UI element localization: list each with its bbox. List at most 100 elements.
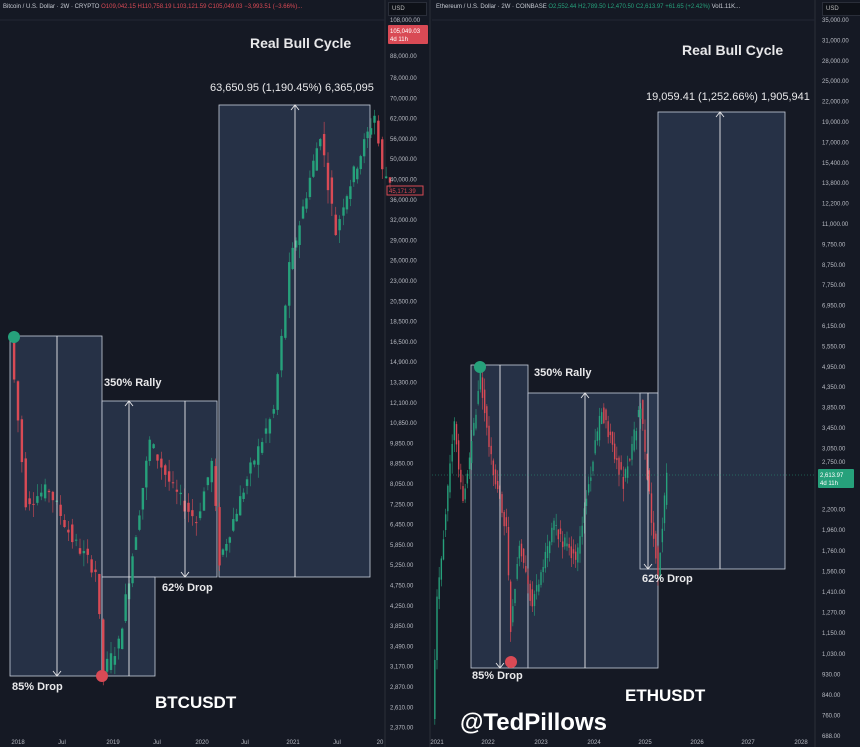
btc-candle — [113, 656, 117, 665]
eth-candle — [624, 469, 627, 478]
btc-close: C105,049.03 — [208, 4, 243, 10]
eth-candle — [609, 431, 612, 436]
eth-candle — [633, 429, 635, 451]
btc-currency-button[interactable]: USD — [388, 2, 427, 16]
btc-candle — [120, 628, 124, 650]
eth-candle — [457, 440, 460, 470]
btc-candle — [12, 340, 16, 380]
eth-candle — [570, 546, 573, 559]
eth-candle — [622, 476, 625, 489]
eth-candle — [520, 543, 523, 557]
btc-candle — [235, 513, 238, 522]
eth-candle — [661, 528, 664, 543]
btc-candle — [228, 537, 232, 543]
eth-change: +61.65 (+2.42%) — [665, 4, 710, 10]
eth-candle — [488, 425, 490, 447]
btc-pivot-dot — [8, 331, 20, 343]
btc-y-tick: 32,000.00 — [390, 218, 417, 224]
btc-x-tick: Jul — [333, 740, 341, 746]
btc-measure-box — [218, 104, 371, 578]
eth-candle — [533, 594, 536, 607]
btc-candle — [90, 559, 93, 573]
btc-candle — [32, 503, 35, 505]
eth-candle — [512, 606, 514, 623]
eth-y-tick: 1,410.00 — [822, 590, 846, 596]
btc-header: Bitcoin / U.S. Dollar · 2W · CRYPTO O109… — [3, 4, 302, 10]
eth-drop2-label: 62% Drop — [642, 573, 693, 585]
btc-symbol-label: BTCUSDT — [155, 693, 237, 712]
eth-y-tick: 5,550.00 — [822, 344, 846, 350]
eth-candle — [460, 469, 462, 483]
eth-y-tick: 840.00 — [822, 693, 841, 699]
btc-y-tick: 26,000.00 — [390, 259, 417, 265]
eth-chart-title: Real Bull Cycle — [682, 42, 783, 58]
btc-arrow-head-icon — [180, 571, 190, 578]
btc-candle — [131, 556, 134, 584]
btc-measure-box — [101, 400, 218, 578]
btc-y-tick: 10,850.00 — [390, 421, 417, 427]
eth-x-tick: 2023 — [534, 740, 548, 746]
btc-last-price-badge — [388, 25, 428, 44]
btc-candle — [78, 548, 82, 554]
btc-candle — [28, 498, 31, 505]
eth-y-tick: 2,750.00 — [822, 460, 846, 466]
btc-candle — [36, 496, 39, 503]
eth-candle — [585, 498, 588, 506]
eth-candle — [529, 583, 531, 601]
btc-candle — [141, 487, 145, 510]
eth-currency-button[interactable]: USD — [822, 2, 860, 16]
btc-candle — [322, 134, 326, 156]
btc-candle — [191, 510, 194, 517]
btc-drop2-label: 62% Drop — [162, 582, 213, 594]
eth-y-tick: 1,150.00 — [822, 631, 846, 637]
eth-candle — [594, 440, 596, 454]
btc-candle — [356, 168, 359, 180]
btc-x-tick: 2021 — [286, 740, 300, 746]
eth-candle — [477, 391, 479, 404]
btc-candle — [298, 225, 301, 245]
btc-x-tick: 20 — [377, 740, 384, 746]
btc-candle — [195, 522, 198, 524]
eth-candle — [592, 461, 594, 472]
eth-candle — [553, 520, 555, 531]
btc-candle — [98, 573, 101, 615]
btc-candle — [319, 139, 322, 147]
btc-candle — [349, 186, 352, 200]
btc-candle — [294, 240, 298, 248]
eth-candle — [596, 431, 599, 441]
eth-y-tick: 28,000.00 — [822, 59, 849, 65]
eth-candle — [600, 412, 603, 424]
eth-candle — [531, 589, 534, 607]
btc-y-tick: 70,000.00 — [390, 96, 417, 102]
eth-candle — [494, 469, 497, 485]
eth-candle — [527, 575, 529, 585]
btc-y-tick: 4,750.00 — [390, 584, 414, 590]
btc-candle — [301, 206, 305, 219]
btc-candle — [167, 471, 171, 482]
eth-candle — [605, 409, 607, 421]
eth-candle — [440, 558, 443, 580]
btc-change: −3,993.51 (−3.66%)... — [244, 4, 303, 10]
eth-measure-label: 19,059.41 (1,252.66%) 1,905,941 — [646, 91, 810, 103]
eth-candle — [555, 524, 557, 526]
btc-measure-label: 63,650.95 (1,190.45%) 6,365,095 — [210, 82, 374, 94]
btc-marker-price: 45,171.39 — [389, 189, 416, 195]
watermark: @TedPillows — [460, 709, 607, 736]
eth-candle — [505, 517, 508, 527]
btc-candle — [210, 460, 213, 483]
btc-candle — [198, 511, 202, 519]
eth-candle — [642, 400, 644, 424]
eth-y-tick: 19,000.00 — [822, 120, 849, 126]
eth-y-tick: 8,750.00 — [822, 263, 846, 269]
btc-candle — [326, 162, 330, 191]
eth-candle — [579, 536, 581, 554]
eth-candle — [546, 546, 549, 559]
eth-symbol-label: ETHUSDT — [625, 686, 706, 705]
btc-y-tick: 50,000.00 — [390, 157, 417, 163]
btc-candle — [338, 219, 341, 231]
btc-y-tick: 2,610.00 — [390, 705, 414, 711]
eth-y-tick: 4,950.00 — [822, 365, 846, 371]
btc-y-tick: 88,000.00 — [390, 54, 417, 60]
eth-candle — [522, 548, 525, 563]
